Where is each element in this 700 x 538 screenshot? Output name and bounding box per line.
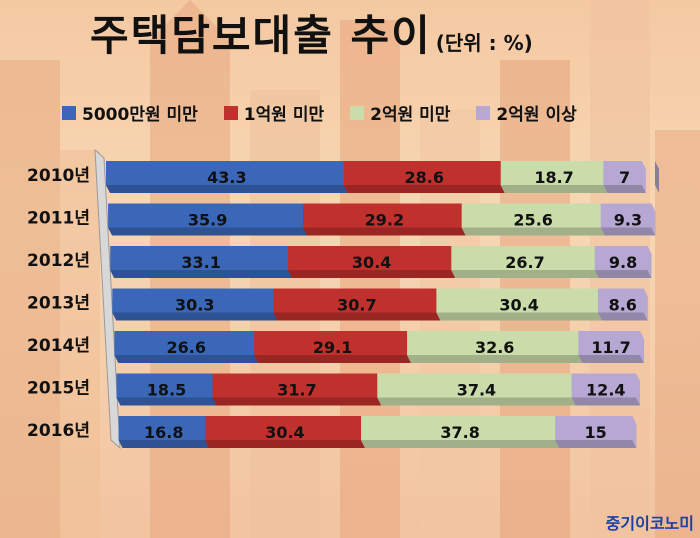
- data-label: 8.6: [609, 296, 637, 315]
- category-label: 2016년: [27, 421, 90, 441]
- bar-segment-shade: [571, 397, 640, 406]
- bar-segment-shade: [500, 185, 608, 193]
- legend-item-4: 2억원 이상: [476, 100, 577, 125]
- data-label: 30.3: [175, 296, 214, 315]
- data-label: 29.1: [313, 338, 352, 357]
- legend-item-3: 2억원 미만: [350, 100, 450, 125]
- bar-segment-shade: [254, 355, 412, 363]
- data-label: 25.6: [513, 211, 552, 230]
- bar-segment-shade: [361, 440, 560, 448]
- legend-label-4: 2억원 이상: [496, 105, 577, 125]
- data-label: 29.2: [365, 211, 404, 230]
- bar-segment-shade: [118, 440, 209, 448]
- bar-segment-shade: [555, 440, 637, 448]
- bar-segment-shade: [343, 185, 505, 193]
- bar-segment-shade: [288, 270, 456, 278]
- category-label: 2014년: [27, 336, 90, 356]
- bar-group-1: 2010년 43.3 28.6 18.7 7: [27, 161, 659, 193]
- legend-swatch-2: [223, 105, 238, 120]
- bar-segment-shade: [303, 227, 466, 236]
- brand-logo-text: 중기이코노미: [605, 514, 694, 533]
- data-label: 26.6: [167, 338, 206, 357]
- legend-swatch-1: [62, 105, 76, 120]
- bar-segment-shade: [204, 440, 366, 448]
- bar-end-face: [655, 161, 659, 193]
- bar-group-4: 2013년 30.3 30.7 30.4 8.6: [27, 288, 648, 321]
- data-label: 32.6: [475, 338, 514, 357]
- bar-segment-shade: [108, 227, 308, 236]
- category-label: 2011년: [27, 209, 90, 229]
- data-label: 16.8: [144, 423, 183, 442]
- data-label: 37.8: [440, 423, 479, 442]
- bar-segment-shade: [578, 355, 644, 363]
- category-label: 2010년: [27, 166, 90, 186]
- data-label: 35.9: [188, 211, 227, 230]
- data-label: 30.7: [337, 296, 376, 315]
- legend-label-1: 5000만원 미만: [82, 105, 198, 125]
- data-label: 11.7: [591, 338, 630, 357]
- bar-segment-shade: [273, 312, 441, 321]
- bar-segment-shade: [114, 355, 259, 363]
- data-label: 18.7: [534, 168, 573, 187]
- bar-group-3: 2012년 33.1 30.4 26.7 9.8: [27, 246, 652, 278]
- category-label: 2013년: [27, 294, 90, 314]
- bar-segment-shade: [110, 270, 293, 278]
- data-label: 30.4: [352, 253, 391, 272]
- data-label: 30.4: [499, 296, 538, 315]
- legend-label-2: 1억원 미만: [243, 105, 325, 125]
- title-text: 주택담보대출 추이: [90, 11, 432, 60]
- legend-label-3: 2억원 미만: [370, 105, 451, 125]
- legend-swatch-4: [476, 105, 491, 120]
- data-label: 15: [585, 423, 607, 442]
- axis-bracket: [94, 148, 121, 450]
- bar-segment-shade: [116, 397, 217, 406]
- bar-segment-shade: [594, 270, 652, 278]
- data-label: 33.1: [181, 253, 220, 272]
- data-label: 9.3: [614, 211, 642, 230]
- chart-title: 주택담보대출 추이 (단위 : %): [90, 2, 533, 63]
- bar-segment-shade: [603, 185, 646, 193]
- bar-segment-shade: [436, 312, 602, 321]
- category-label: 2015년: [27, 379, 90, 399]
- unit-label: (단위 : %): [435, 31, 533, 55]
- bar-segment-shade: [597, 312, 648, 321]
- legend-item-2: 1억원 미만: [223, 100, 325, 125]
- bar-segment-shade: [212, 397, 382, 406]
- data-label: 30.4: [265, 423, 304, 442]
- bar-group-5: 2014년 26.6 29.1 32.6 11.7: [27, 331, 644, 363]
- bar-segment-shade: [106, 185, 348, 193]
- category-label: 2012년: [27, 251, 90, 271]
- bar-segment-shade: [461, 227, 605, 236]
- data-label: 43.3: [207, 168, 246, 187]
- legend-item-1: 5000만원 미만: [62, 100, 198, 125]
- bar-group-6: 2015년 18.5 31.7 37.4 12.4: [27, 373, 640, 406]
- data-label: 26.7: [505, 253, 544, 272]
- bar-segment-shade: [407, 355, 583, 363]
- bar-segment-shade: [451, 270, 599, 278]
- data-label: 7: [619, 168, 630, 187]
- data-label: 18.5: [147, 381, 186, 400]
- data-label: 12.4: [586, 381, 625, 400]
- data-label: 31.7: [277, 381, 316, 400]
- data-label: 9.8: [609, 253, 637, 272]
- legend-swatch-3: [350, 105, 365, 120]
- legend: 5000만원 미만 1억원 미만 2억원 미만 2억원 이상: [62, 100, 577, 125]
- bar-group-2: 2011년 35.9 29.2 25.6 9.3: [27, 203, 656, 236]
- data-label: 28.6: [404, 168, 443, 187]
- bar-segment-shade: [377, 397, 576, 406]
- data-label: 37.4: [457, 381, 496, 400]
- bar-segment-shade: [112, 312, 278, 321]
- bar-group-7: 2016년 16.8 30.4 37.8 15: [27, 416, 637, 448]
- bar-segment-shade: [600, 227, 656, 236]
